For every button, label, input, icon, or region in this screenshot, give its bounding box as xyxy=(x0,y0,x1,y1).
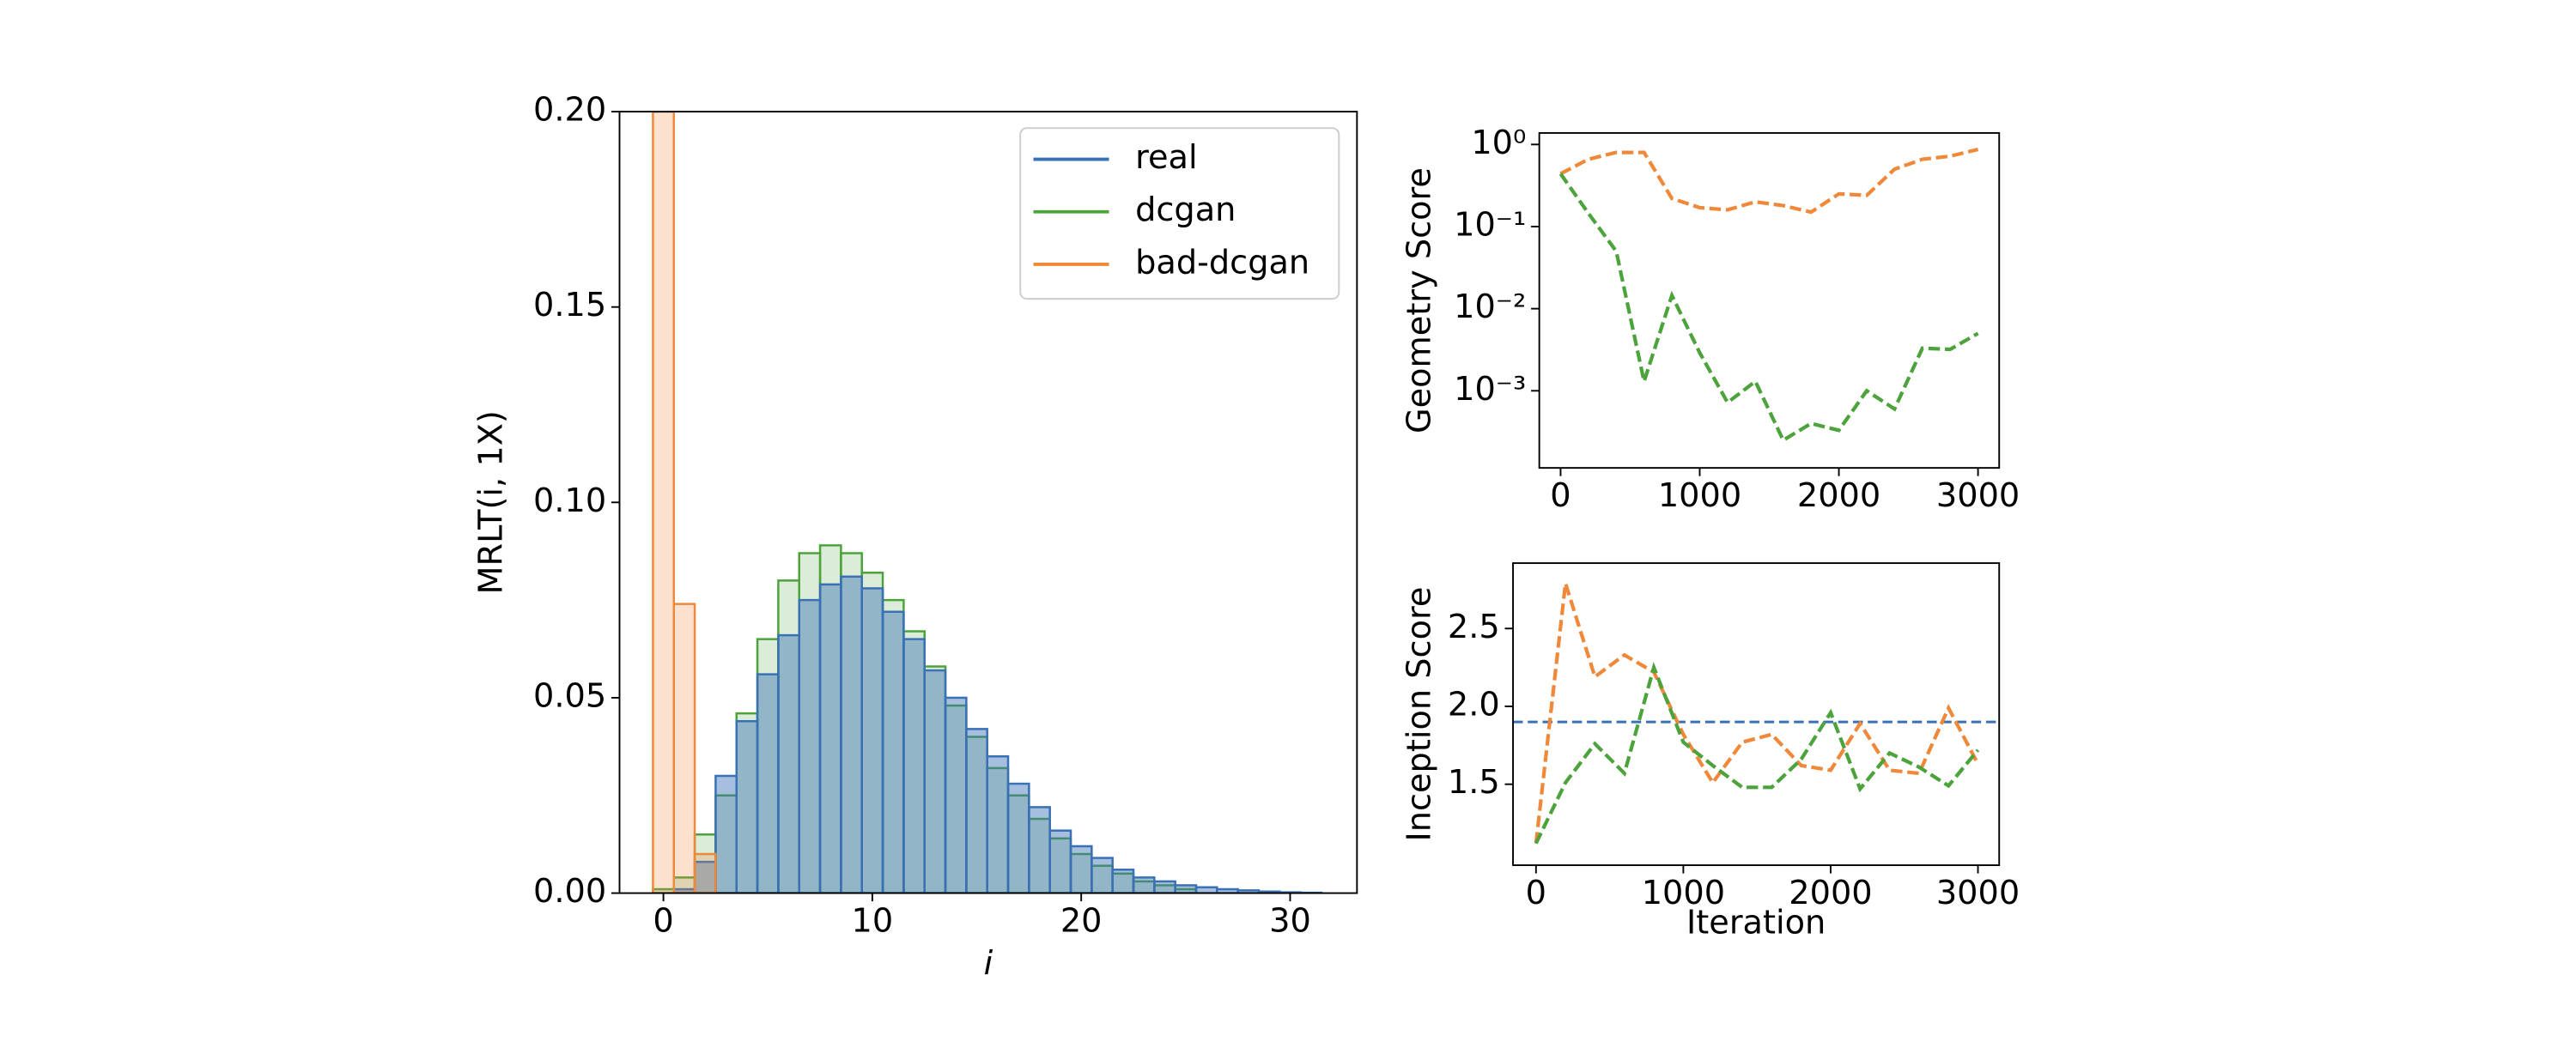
x-tick-label: 3000 xyxy=(1936,874,2020,912)
y-axis-label: Geometry Score xyxy=(1400,167,1438,433)
subplot: 0 10 20 30 0.00 0.05 0.10 0.15 0.20 MRLT(i, 1X) i r… xyxy=(472,91,1358,983)
y-axis-label: MRLT(i, 1X) xyxy=(472,410,511,594)
histogram-bar xyxy=(1153,880,1176,893)
plot-area xyxy=(652,112,1323,893)
x-tick-label: 0 xyxy=(1526,874,1546,912)
histogram-bar xyxy=(1091,857,1114,893)
histogram-bar xyxy=(777,633,800,893)
y-tick-label: 0.15 xyxy=(533,286,606,324)
histogram-bar xyxy=(923,669,947,893)
y-tick-label: 10⁻¹ xyxy=(1454,205,1526,244)
histogram-bar xyxy=(714,774,738,893)
histogram-bar xyxy=(818,583,842,893)
legend-label: real xyxy=(1135,138,1197,177)
axes-frame xyxy=(1512,562,2001,866)
y-tick-label: 0.20 xyxy=(533,91,606,130)
histogram-bar xyxy=(798,598,822,893)
x-tick-label: 2000 xyxy=(1797,476,1880,515)
x-tick-label: 1000 xyxy=(1658,476,1741,515)
histogram-bar xyxy=(1028,806,1051,893)
histogram-bar xyxy=(840,575,863,893)
histogram-bar xyxy=(1091,864,1114,893)
y-axis-label: Inception Score xyxy=(1400,587,1438,842)
histogram-bar xyxy=(881,610,905,893)
histogram-bar xyxy=(860,587,884,893)
x-tick-label: 30 xyxy=(1269,901,1311,940)
y-tick-label: 0.10 xyxy=(533,482,606,520)
legend-label: bad-dcgan xyxy=(1135,243,1309,282)
histogram-bar xyxy=(1132,876,1156,893)
y-tick-label: 2.5 xyxy=(1448,608,1500,646)
subplot: 0 1000 2000 3000 1.5 2.0 2.5 Inception Score Ite… xyxy=(1400,562,2020,942)
histogram-bar xyxy=(1174,884,1198,893)
y-tick-label: 0.05 xyxy=(533,676,606,715)
axes-frame xyxy=(1538,131,2001,469)
series-line xyxy=(1534,583,1980,844)
x-tick-label: 0 xyxy=(653,901,673,940)
y-tick-label: 1.5 xyxy=(1448,763,1500,802)
histogram-bar xyxy=(735,719,759,893)
x-axis-label: Iteration xyxy=(1686,903,1826,942)
y-tick-label: 10⁻³ xyxy=(1454,370,1526,409)
x-tick-label: 3000 xyxy=(1936,476,2020,515)
x-axis-label: i xyxy=(984,944,993,983)
legend-label: dcgan xyxy=(1135,191,1236,229)
histogram-bar xyxy=(672,603,696,893)
plot-area xyxy=(1513,583,2000,845)
histogram-bar xyxy=(1069,845,1093,893)
x-tick-label: 0 xyxy=(1550,476,1571,515)
histogram-bar xyxy=(818,544,842,893)
histogram-bar xyxy=(986,754,1010,893)
series-line xyxy=(1534,662,1980,845)
y-tick-label: 2.0 xyxy=(1448,685,1500,724)
histogram-bar xyxy=(944,696,968,893)
histogram-bar xyxy=(1194,886,1218,893)
axes-frame xyxy=(618,111,1358,894)
plot-area xyxy=(1558,148,1979,443)
y-tick-label: 0.00 xyxy=(533,872,606,911)
x-tick-label: 1000 xyxy=(1642,874,1725,912)
y-tick-label: 10⁻² xyxy=(1454,288,1526,326)
histogram-bar xyxy=(902,630,926,893)
x-tick-label: 2000 xyxy=(1789,874,1872,912)
histogram-bar xyxy=(965,728,988,893)
legend-box xyxy=(1019,127,1340,300)
histogram-bar xyxy=(1006,782,1030,893)
histogram-bar xyxy=(902,638,926,893)
subplot: 0 1000 2000 3000 10⁻³ 10⁻² 10⁻¹ 10⁰ Geometry Sco… xyxy=(1400,124,2020,515)
series-line xyxy=(1559,148,1979,215)
series-line xyxy=(1558,173,1979,443)
y-tick-label: 10⁰ xyxy=(1471,124,1526,162)
histogram-bar xyxy=(693,852,717,893)
x-tick-label: 20 xyxy=(1060,901,1103,940)
histogram-bar xyxy=(1048,829,1072,893)
histogram-bar xyxy=(652,112,676,893)
histogram-bar xyxy=(1111,868,1135,893)
x-tick-label: 10 xyxy=(852,901,894,940)
histogram-bar xyxy=(756,673,780,893)
